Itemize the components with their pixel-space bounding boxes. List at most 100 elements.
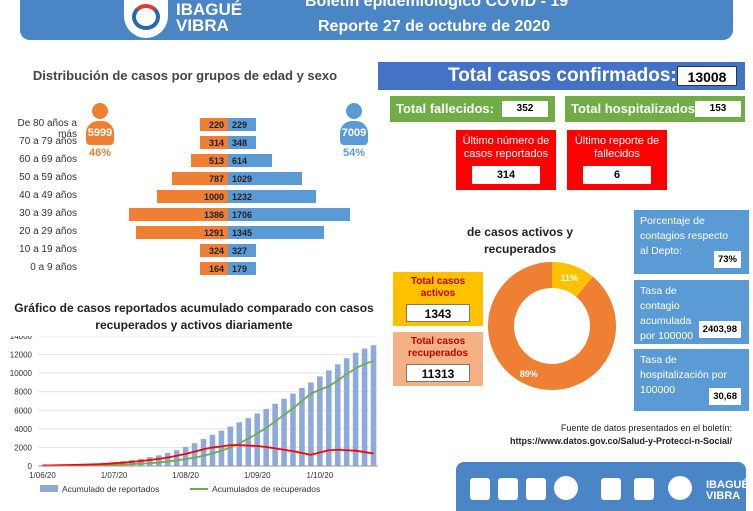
last-cases-value: 314	[472, 166, 540, 184]
male-bar: 229	[228, 118, 256, 131]
x-tick-label: 1/09/20	[244, 471, 271, 480]
age-group-label: 50 a 59 años	[19, 172, 77, 183]
contagion-rate-label: Tasa de contagio acumulada por 100000	[640, 285, 694, 342]
bar-reported	[147, 457, 153, 466]
bar-reported	[352, 352, 359, 466]
male-bar: 1029	[228, 172, 302, 185]
male-bar: 1345	[228, 226, 325, 239]
female-bar: 787	[171, 172, 228, 185]
recovered-slice-label: 89%	[520, 369, 538, 379]
bar-reported	[326, 370, 332, 466]
partner-logo-icon	[526, 478, 546, 500]
bar-reported	[156, 455, 162, 466]
female-percent: 46%	[88, 147, 112, 159]
cumulative-chart: 0 2000 4000 6000 8000 10000 12000 14000 1/06/20 1…	[10, 336, 378, 494]
bar-reported	[227, 426, 234, 466]
source-link[interactable]: https://www.datos.gov.co/Salud-y-Protecc…	[509, 436, 732, 446]
line-active	[42, 444, 374, 467]
legend-label-reported: Acumulado de reportados	[62, 484, 159, 494]
bar-reported	[281, 398, 287, 466]
hosp-rate-label: Tasa de hospitalización por 100000	[640, 354, 727, 396]
x-tick-label: 1/08/20	[172, 471, 199, 480]
logo-line-2: VIBRA	[176, 16, 229, 35]
bar-reported	[361, 348, 368, 466]
logo-line-1: IBAGUÉ	[176, 0, 243, 19]
total-hosp-label: Total hospitalizados:	[571, 101, 700, 116]
y-tick-label: 6000	[14, 406, 32, 415]
active-slice	[552, 262, 593, 297]
anniversary-logo-icon	[634, 478, 654, 500]
female-bar: 513	[191, 154, 228, 167]
age-group-label: 20 a 29 años	[19, 226, 77, 237]
age-group-label: 70 a 79 años	[19, 136, 77, 147]
bar-reported	[191, 443, 198, 466]
y-tick-label: 4000	[14, 425, 32, 434]
line-chart-title: Gráfico de casos reportados acumulado co…	[14, 301, 374, 332]
bar-reported	[370, 345, 377, 466]
active-cases-card: Total casos activos 1343	[393, 272, 483, 326]
bar-reported	[209, 434, 216, 466]
footer-logos: IBAGUÉ VIBRA	[456, 462, 749, 511]
bar-reported	[129, 460, 135, 466]
female-bar: 1386	[128, 208, 228, 221]
bar-reported	[164, 453, 171, 466]
bar-reported	[218, 430, 225, 466]
partner-seal-icon	[554, 476, 578, 500]
female-bar: 220	[200, 118, 228, 131]
pyramid-title: Distribución de casos por grupos de edad…	[32, 68, 338, 83]
total-hosp-value: 153	[695, 101, 741, 117]
coat-of-arms-icon	[601, 478, 621, 500]
age-group-label: 10 a 19 años	[19, 244, 77, 255]
bar-reported	[343, 358, 350, 466]
header-title: Boletín epidemiológico COVID - 19	[305, 0, 569, 10]
donut-title: de casos activos y recuperados	[466, 225, 574, 256]
dept-pct-label: Porcentaje de contagios respecto al Dept…	[640, 215, 729, 257]
last-deaths-card: Último reporte de fallecidos 6	[567, 130, 667, 190]
y-tick-label: 8000	[14, 388, 32, 397]
female-icon	[92, 103, 108, 119]
male-bar: 348	[228, 136, 256, 149]
total-hosp-card: Total hospitalizados: 153	[565, 96, 745, 122]
y-tick-label: 14000	[10, 336, 33, 341]
bar-reported	[308, 382, 314, 466]
bar-reported	[254, 413, 260, 466]
last-cases-label: Último número de casos reportados	[462, 135, 550, 160]
bar-reported	[182, 446, 189, 466]
male-percent: 54%	[342, 147, 366, 159]
data-source: Fuente de datos presentados en el boletí…	[470, 422, 732, 448]
age-group-label: 30 a 39 años	[19, 208, 77, 219]
total-confirmed-value: 13008	[677, 66, 737, 86]
contagion-rate-value: 2403,98	[698, 321, 741, 338]
total-deaths-card: Total fallecidos: 352	[390, 96, 555, 122]
male-bar: 1232	[228, 190, 317, 203]
active-cases-value: 1343	[406, 304, 470, 322]
age-group-label: 0 a 9 años	[30, 262, 77, 273]
hosp-rate-card: Tasa de hospitalización por 100000 30,68	[634, 349, 749, 411]
last-cases-card: Último número de casos reportados 314	[456, 130, 556, 190]
male-bar: 614	[228, 154, 272, 167]
x-tick-label: 1/10/20	[306, 471, 333, 480]
contagion-rate-card: Tasa de contagio acumulada por 100000 24…	[634, 280, 749, 344]
recovered-slice	[488, 262, 616, 390]
age-group-label: 40 a 49 años	[19, 190, 77, 201]
total-deaths-label: Total fallecidos:	[396, 101, 494, 116]
male-total: 7009	[340, 121, 368, 145]
female-bar: 324	[200, 244, 228, 257]
active-cases-label: Total casos activos	[410, 276, 466, 299]
total-confirmed-card: Total casos confirmados: 13008	[378, 62, 745, 90]
donut-chart: 89% 11%	[488, 262, 616, 390]
partner-logo-icon	[498, 478, 518, 500]
total-confirmed-label: Total casos confirmados:	[448, 65, 677, 86]
female-bar: 1000	[156, 190, 228, 203]
female-bar: 314	[200, 136, 228, 149]
city-logo-icon	[124, 0, 168, 38]
line-recovered	[42, 360, 374, 467]
partner-logo-icon	[470, 478, 490, 500]
logo-wordmark: IBAGUÉ VIBRA	[176, 0, 243, 35]
active-slice-label: 11%	[561, 273, 579, 283]
bar-reported	[263, 408, 269, 466]
bar-reported	[173, 450, 180, 466]
y-tick-label: 10000	[10, 369, 33, 378]
hosp-rate-value: 30,68	[709, 388, 741, 405]
female-total-block: 5999 46%	[86, 103, 114, 159]
